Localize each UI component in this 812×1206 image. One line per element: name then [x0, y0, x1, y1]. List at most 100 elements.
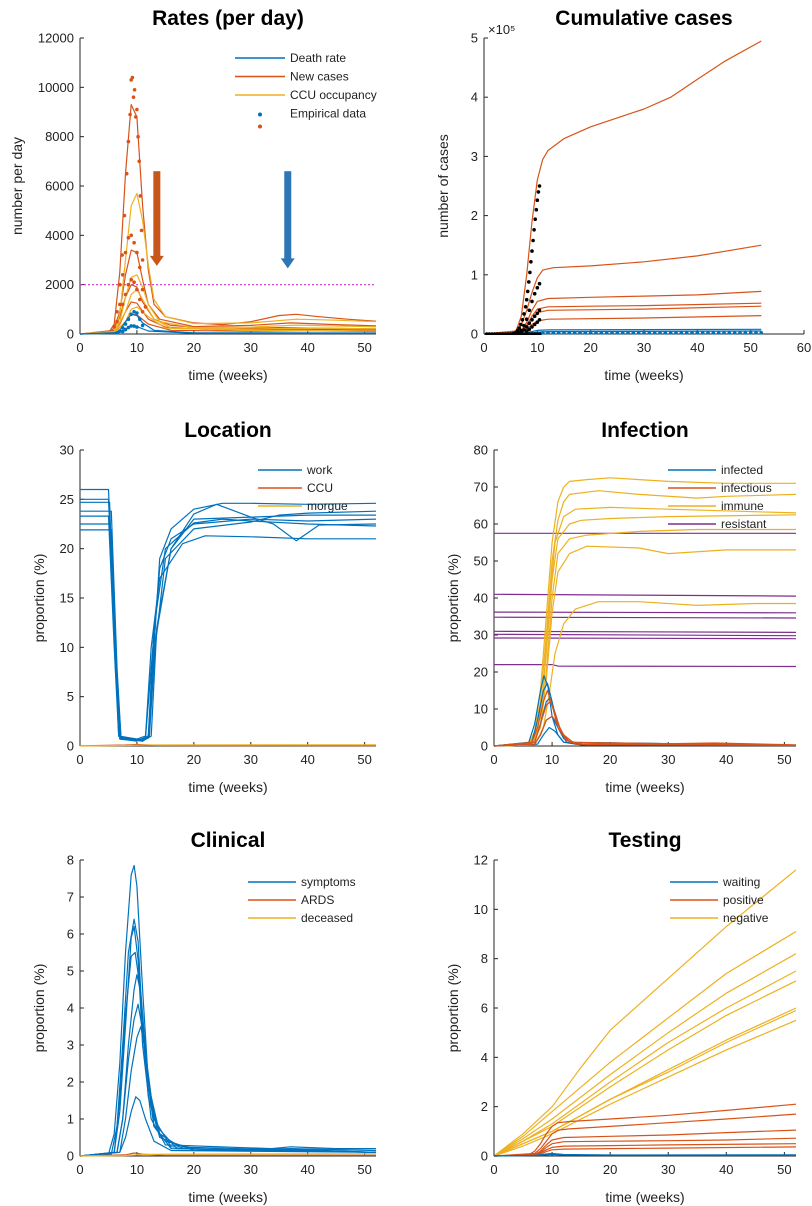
data-point: [527, 332, 532, 335]
y-axis-label: proportion (%): [445, 554, 461, 643]
data-point: [604, 331, 609, 335]
data-point: [140, 310, 145, 314]
y-axis-label: proportion (%): [31, 554, 47, 643]
data-point: [532, 314, 537, 319]
y-tick-label: 1: [67, 1112, 74, 1127]
data-point: [743, 331, 748, 335]
data-point: [126, 325, 131, 330]
data-point: [126, 236, 131, 240]
x-tick-label: 50: [357, 752, 371, 767]
chart-panel-clinical: Clinical 0 10 20 30 40 50 0 1 2 3 4 5 6 7 8 time (weeks)…: [31, 829, 376, 1205]
plot-area: [494, 477, 796, 747]
data-point: [690, 331, 694, 335]
data-point: [138, 317, 142, 322]
annotation-arrow: [284, 171, 292, 260]
data-point: [531, 238, 535, 243]
data-point: [722, 331, 726, 335]
data-point: [122, 213, 127, 218]
y-tick-label: 8: [67, 853, 74, 868]
data-point: [528, 270, 532, 275]
data-point: [132, 88, 137, 92]
data-point: [620, 331, 625, 335]
x-tick-label: 20: [603, 752, 617, 767]
y-tick-label: 2: [67, 1075, 74, 1090]
y-tick-label: 5: [67, 964, 74, 979]
series-line: [80, 503, 376, 742]
data-point: [138, 297, 142, 302]
series-line: [80, 192, 376, 335]
data-point: [534, 207, 539, 212]
series-line: [494, 1019, 796, 1157]
data-point: [524, 317, 529, 322]
series-line: [80, 1096, 376, 1157]
legend-label: work: [306, 463, 333, 477]
data-point: [135, 311, 139, 315]
data-point: [498, 332, 502, 335]
data-point: [120, 326, 125, 330]
data-point: [631, 331, 636, 335]
data-point: [120, 329, 125, 334]
legend-label: infectious: [721, 481, 772, 495]
y-axis-label: proportion (%): [445, 964, 461, 1053]
data-point: [511, 332, 516, 335]
y-tick-label: 0: [481, 1149, 488, 1164]
data-point: [538, 332, 542, 335]
series-line: [494, 664, 796, 668]
legend-label: ARDS: [301, 893, 334, 907]
legend-label: waiting: [722, 875, 760, 889]
y-tick-label: 12: [474, 853, 488, 868]
series-line: [494, 953, 796, 1157]
data-point: [123, 327, 128, 332]
x-tick-label: 30: [244, 1162, 258, 1177]
plot-area: [494, 869, 796, 1157]
data-point: [495, 332, 500, 335]
data-point: [537, 281, 542, 286]
series-line: [80, 1153, 376, 1157]
data-point: [123, 250, 128, 255]
data-point: [727, 331, 732, 335]
legend-label: New cases: [290, 70, 349, 84]
data-point: [132, 324, 136, 328]
data-point: [143, 305, 148, 309]
x-tick-label: 20: [583, 340, 597, 355]
data-point: [129, 233, 133, 238]
data-point: [506, 332, 510, 335]
data-point: [533, 217, 537, 221]
data-point: [140, 287, 145, 292]
data-point: [134, 115, 138, 119]
series-line: [494, 980, 796, 1157]
data-point: [135, 250, 139, 255]
data-point: [674, 331, 678, 335]
axis-multiplier: ×10⁵: [488, 22, 515, 37]
data-point: [517, 326, 521, 330]
y-axis-label: number of cases: [435, 134, 451, 238]
y-tick-label: 12000: [38, 31, 74, 46]
data-point: [537, 308, 542, 313]
x-tick-label: 30: [661, 752, 675, 767]
y-tick-label: 4: [481, 1050, 488, 1065]
data-point: [594, 331, 598, 335]
y-tick-label: 30: [474, 628, 488, 643]
y-tick-label: 2: [481, 1099, 488, 1114]
data-point: [503, 332, 508, 335]
chart-panel-location: Location 0 10 20 30 40 50 0 5 10 15 20 25 30 time (wee…: [31, 419, 376, 795]
data-point: [588, 331, 593, 335]
series-line: [80, 510, 376, 741]
x-axis-label: time (weeks): [188, 367, 267, 383]
series-line: [80, 104, 376, 335]
annotation-arrowhead: [149, 255, 164, 266]
y-tick-label: 0: [67, 327, 74, 342]
data-point: [129, 277, 133, 282]
chart-title: Location: [184, 419, 272, 442]
x-axis-label: time (weeks): [188, 1189, 267, 1205]
legend-label: morgue: [307, 499, 348, 513]
data-point: [115, 310, 119, 314]
data-point: [532, 291, 537, 296]
series-line: [494, 1153, 796, 1157]
y-tick-label: 1: [471, 267, 478, 282]
legend-marker: [258, 124, 262, 129]
annotation-arrow: [153, 171, 161, 257]
y-tick-label: 70: [474, 480, 488, 495]
data-point: [126, 317, 131, 322]
plot-area: [80, 75, 376, 335]
